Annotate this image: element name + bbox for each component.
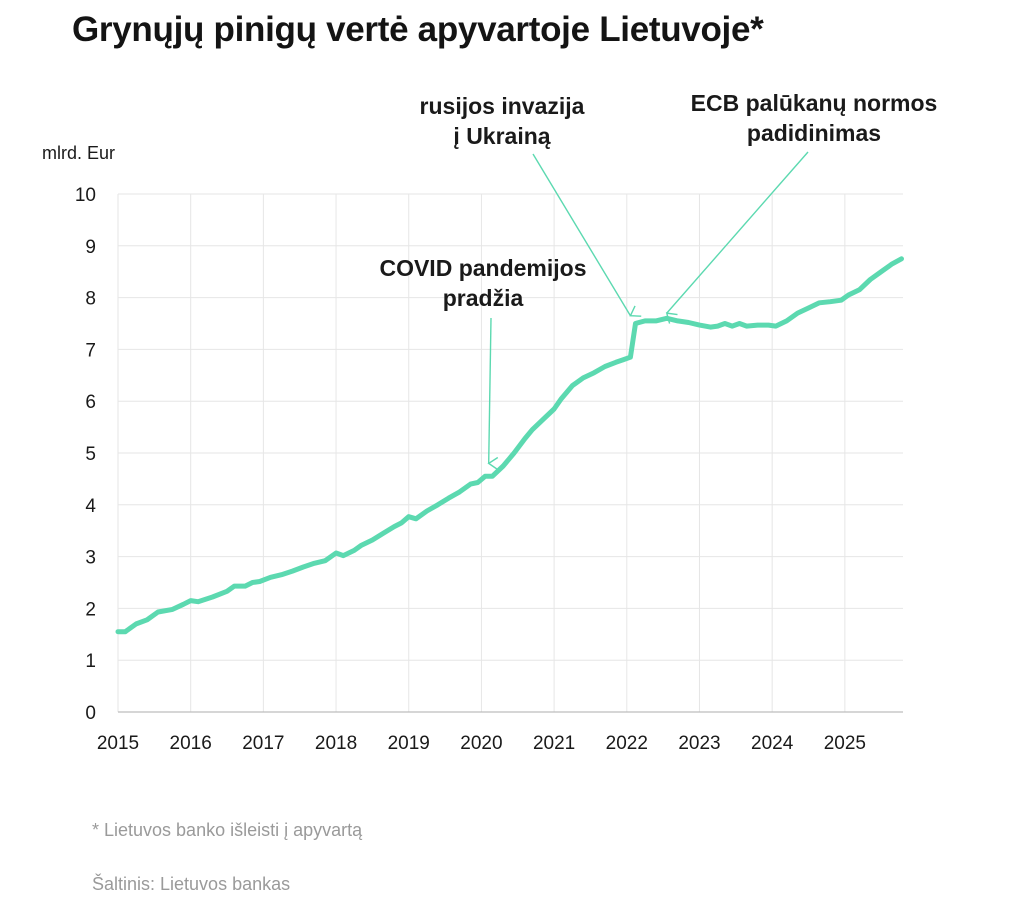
y-axis-label: mlrd. Eur: [42, 143, 115, 163]
x-tick-label: 2016: [170, 733, 212, 754]
annotation-arrow: [487, 317, 499, 471]
x-tick-label: 2015: [97, 733, 139, 754]
annotation: COVID pandemijos pradžia: [379, 255, 587, 471]
annotation-text: padidinimas: [747, 120, 881, 146]
x-tick-label: 2024: [751, 733, 794, 754]
annotation-text: COVID pandemijos: [379, 255, 586, 281]
annotation-text: ECB palūkanų normos: [691, 90, 938, 116]
y-tick-label: 9: [85, 237, 96, 258]
y-tick-label: 2: [85, 599, 96, 620]
x-tick-label: 2021: [533, 733, 575, 754]
x-tick-label: 2023: [678, 733, 720, 754]
y-tick-label: 7: [85, 340, 96, 361]
y-tick-label: 6: [85, 392, 96, 413]
source-note: Šaltinis: Lietuvos bankas: [92, 874, 291, 894]
y-tick-label: 0: [85, 703, 96, 724]
annotation-text: rusijos invazija: [420, 93, 585, 119]
y-tick-label: 4: [85, 496, 96, 517]
series-line: [115, 256, 904, 635]
annotation: ECB palūkanų normos padidinimas: [665, 90, 938, 324]
line-chart: 0 1 2 3 4 5 6 7 8 9 10 2015 2016 2017 2018 2019 2020 2021…: [42, 90, 938, 754]
x-tick-label: 2018: [315, 733, 357, 754]
footnote: * Lietuvos banko išleisti į apyvartą: [92, 820, 363, 840]
annotation-text: į Ukrainą: [453, 123, 550, 149]
x-tick-label: 2025: [824, 733, 866, 754]
chart-title: Grynųjų pinigų vertė apyvartoje Lietuvoj…: [72, 10, 764, 49]
x-tick-label: 2017: [242, 733, 284, 754]
y-tick-label: 10: [75, 185, 96, 206]
y-tick-label: 8: [85, 289, 96, 310]
y-tick-label: 1: [85, 651, 96, 672]
annotation: rusijos invazija į Ukrainą: [420, 93, 642, 317]
x-tick-label: 2020: [460, 733, 502, 754]
y-tick-label: 3: [85, 548, 96, 569]
x-tick-label: 2022: [606, 733, 648, 754]
annotation-arrow: [665, 151, 809, 324]
x-tick-label: 2019: [388, 733, 430, 754]
annotation-arrow: [532, 153, 642, 317]
y-tick-label: 5: [85, 444, 96, 465]
annotation-text: pradžia: [443, 285, 524, 311]
